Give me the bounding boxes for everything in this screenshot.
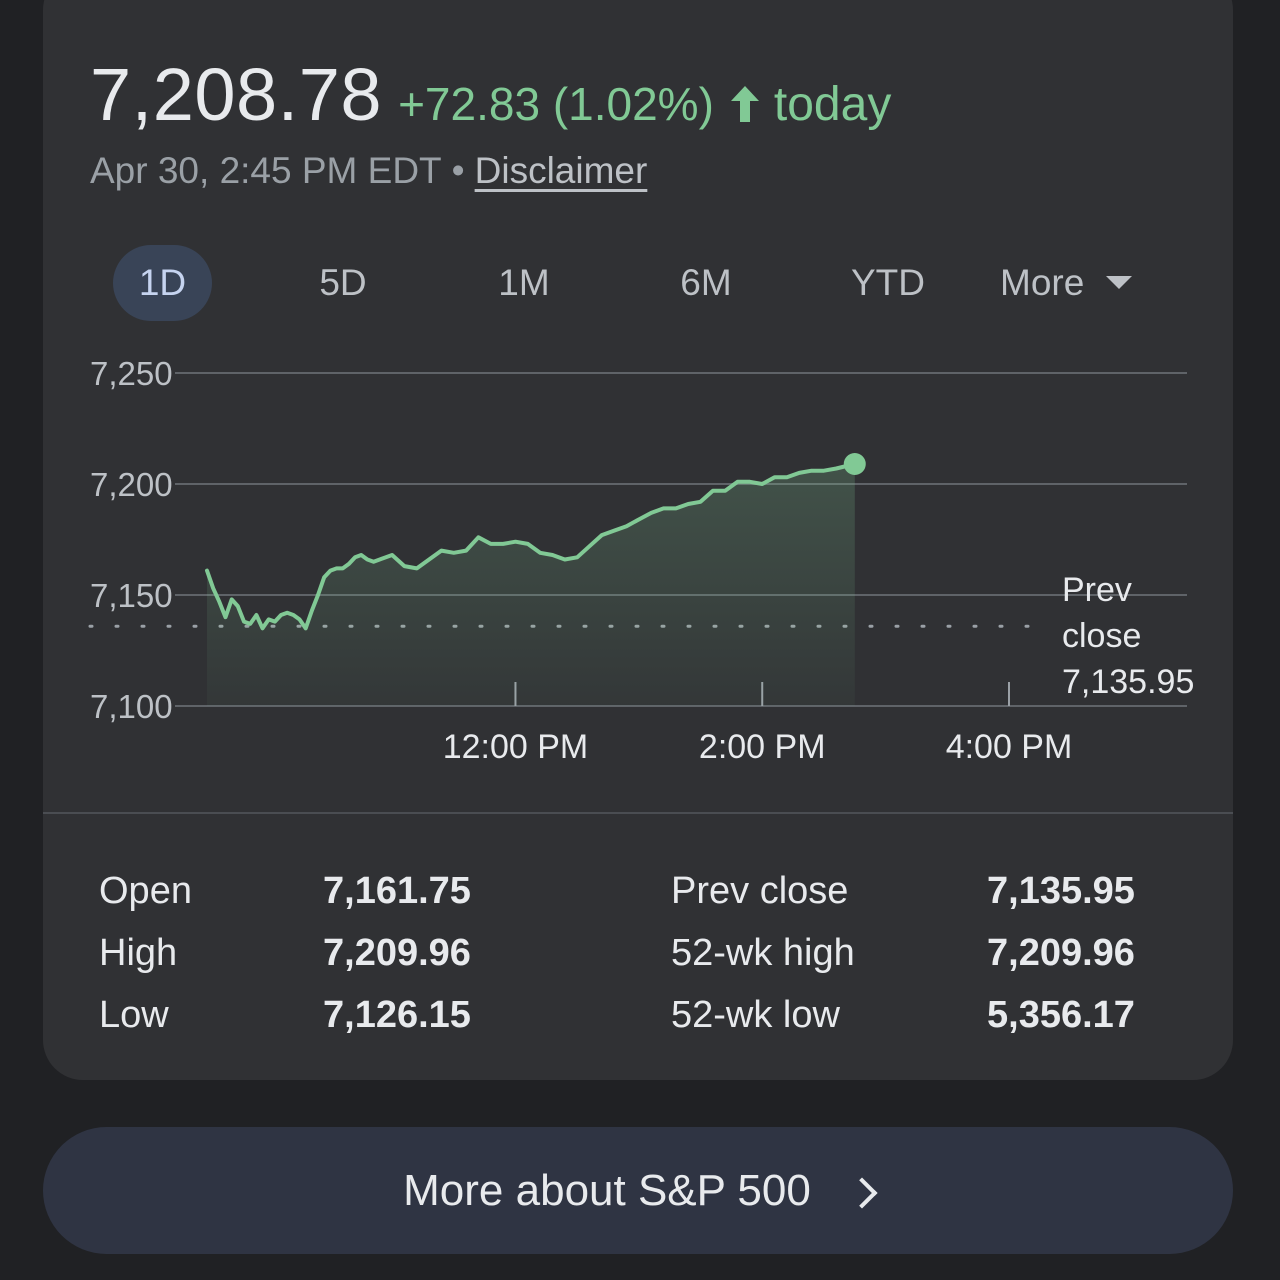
stat-value-52wk-high: 7,209.96 (987, 932, 1135, 974)
y-tick-label: 7,250 (90, 355, 173, 392)
prev-close-label: close (1062, 617, 1141, 655)
y-tick-label: 7,200 (90, 466, 173, 503)
quote-header: 7,208.78 +72.83 (1.02%) today (90, 52, 891, 142)
stat-label-prev-close: Prev close (671, 870, 849, 912)
period-label: today (773, 78, 892, 131)
arrow-up-icon (728, 84, 762, 124)
x-tick-label: 4:00 PM (946, 728, 1073, 766)
more-about-label: More about S&P 500 (403, 1165, 811, 1215)
prev-close-value: 7,135.95 (1062, 663, 1194, 701)
tab-1d[interactable]: 1D (113, 245, 212, 321)
more-label: More (1000, 262, 1085, 303)
caret-down-icon (1106, 276, 1133, 289)
current-price-dot (843, 453, 866, 476)
stat-value-low: 7,126.15 (323, 994, 471, 1036)
tab-6m[interactable]: 6M (680, 262, 732, 303)
stat-value-open: 7,161.75 (323, 870, 471, 912)
y-tick-label: 7,100 (90, 688, 173, 725)
stat-label-high: High (99, 932, 178, 974)
timestamp: Apr 30, 2:45 PM EDT (90, 150, 442, 191)
price-line (205, 462, 857, 631)
quote-meta: Apr 30, 2:45 PM EDT • Disclaimer (90, 150, 647, 192)
x-tick-label: 2:00 PM (699, 728, 826, 766)
more-about-button[interactable]: More about S&P 500 (43, 1127, 1233, 1254)
disclaimer-link[interactable]: Disclaimer (474, 150, 648, 191)
price-chart[interactable]: 7,250 7,200 7,150 7,100 Prev close 7,135.95 12:… (0, 340, 1280, 780)
more-ranges-dropdown[interactable]: More (1000, 245, 1160, 321)
prev-close-label: Prev (1062, 571, 1132, 609)
stat-label-52wk-low: 52-wk low (671, 994, 840, 1036)
divider (43, 812, 1233, 814)
tab-ytd[interactable]: YTD (851, 262, 925, 303)
y-tick-label: 7,150 (90, 577, 173, 614)
stat-label-low: Low (99, 994, 169, 1036)
price-area (207, 464, 855, 706)
range-tabs: 1D 5D 1M 6M YTD More (0, 245, 1280, 321)
stat-value-prev-close: 7,135.95 (987, 870, 1135, 912)
current-price: 7,208.78 (90, 53, 383, 136)
stat-label-open: Open (99, 870, 192, 912)
separator: • (451, 150, 465, 191)
stat-label-52wk-high: 52-wk high (671, 932, 855, 974)
x-tick-label: 12:00 PM (443, 728, 589, 766)
tab-1m[interactable]: 1M (498, 262, 550, 303)
price-change: +72.83 (1.02%) (398, 78, 714, 130)
stat-value-52wk-low: 5,356.17 (987, 994, 1135, 1036)
chevron-right-icon (846, 1176, 878, 1209)
tab-5d[interactable]: 5D (319, 262, 367, 303)
stat-value-high: 7,209.96 (323, 932, 471, 974)
